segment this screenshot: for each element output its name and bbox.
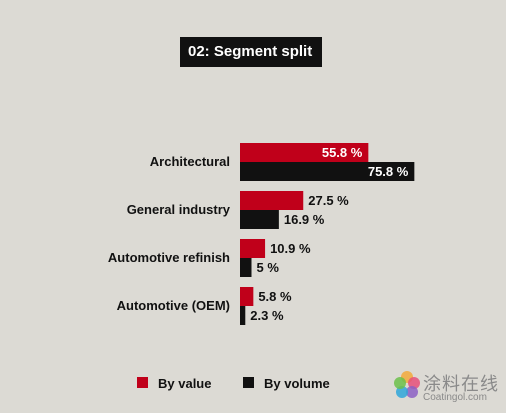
- category-label: General industry: [127, 202, 231, 217]
- chart-title: 02: Segment split: [180, 37, 323, 67]
- volume-bar: [240, 258, 252, 277]
- legend-entry: By value: [158, 376, 211, 391]
- legend-swatch: [137, 377, 148, 388]
- watermark-text-cn: 涂料在线: [423, 374, 499, 395]
- category-label: Automotive refinish: [108, 250, 230, 265]
- data-label: 10.9 %: [270, 241, 311, 256]
- value-bar: [240, 143, 369, 162]
- watermark-text-en: Coatingol.com: [423, 392, 487, 403]
- category-label: Architectural: [150, 154, 230, 169]
- value-bar: [240, 239, 266, 258]
- data-label: 27.5 %: [308, 193, 349, 208]
- data-label: 16.9 %: [284, 212, 325, 227]
- volume-bar: [240, 306, 246, 325]
- volume-bar: [240, 210, 279, 229]
- volume-bar: [240, 162, 415, 181]
- data-label: 75.8 %: [368, 164, 409, 179]
- category-label: Automotive (OEM): [117, 298, 230, 313]
- legend-entry: By volume: [264, 376, 330, 391]
- data-label: 5.8 %: [258, 289, 292, 304]
- watermark-logo: 涂料在线 Coatingol.com: [393, 370, 499, 406]
- data-label: 2.3 %: [250, 308, 284, 323]
- flower-logo-icon: [394, 371, 420, 398]
- data-label: 55.8 %: [322, 145, 363, 160]
- legend-swatch: [243, 377, 254, 388]
- value-bar: [240, 191, 304, 210]
- value-bar: [240, 287, 254, 306]
- data-label: 5 %: [257, 260, 280, 275]
